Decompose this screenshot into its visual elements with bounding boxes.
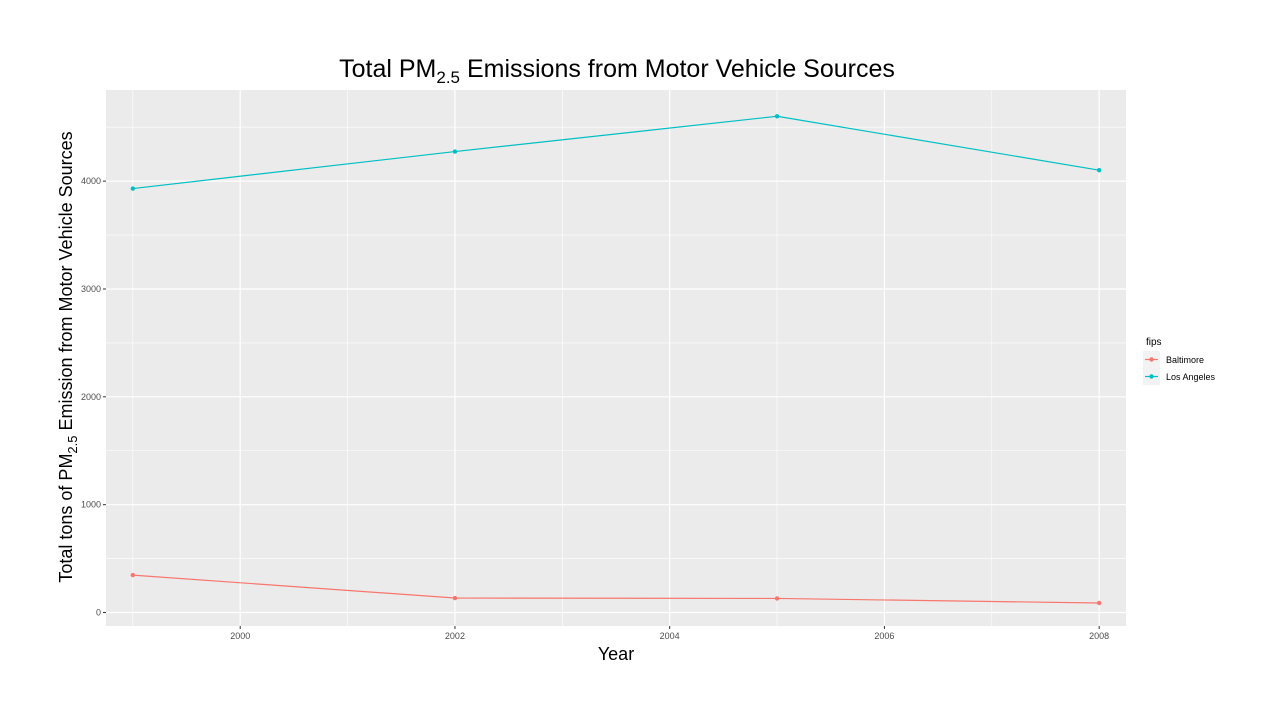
y-tick-label: 4000 xyxy=(81,176,101,186)
y-tick-label: 3000 xyxy=(81,284,101,294)
x-tick-label: 2002 xyxy=(445,631,465,641)
y-tick-label: 2000 xyxy=(81,392,101,402)
x-tick-label: 2000 xyxy=(230,631,250,641)
plot-panel xyxy=(106,90,1126,626)
chart-title: Total PM2.5 Emissions from Motor Vehicle… xyxy=(339,55,895,87)
y-axis-title-rest: Emission from Motor Vehicle Sources xyxy=(56,131,76,435)
x-tick-label: 2004 xyxy=(660,631,680,641)
legend-point-baltimore xyxy=(1149,357,1154,362)
x-tick-label: 2006 xyxy=(874,631,894,641)
title-main: Total PM xyxy=(339,55,436,83)
data-point-los-angeles xyxy=(774,114,780,119)
legend-title: fips xyxy=(1146,337,1162,348)
y-tick-label: 0 xyxy=(96,608,101,618)
y-axis-title-main: Total tons of PM xyxy=(56,454,76,583)
legend: fips Baltimore Los Angeles xyxy=(1143,337,1216,385)
grid-minor xyxy=(106,90,1126,626)
data-point-los-angeles xyxy=(130,186,136,191)
title-rest: Emissions from Motor Vehicle Sources xyxy=(460,55,895,83)
series-line-los-angeles xyxy=(132,115,1100,190)
x-axis: 2000 2002 2004 2006 2008 xyxy=(230,626,1109,641)
grid-major xyxy=(106,90,1126,626)
data-point-baltimore xyxy=(452,595,458,601)
y-axis-title-subscript: 2.5 xyxy=(65,435,80,453)
legend-label-baltimore: Baltimore xyxy=(1166,355,1204,365)
x-tick-label: 2008 xyxy=(1089,631,1109,641)
title-subscript: 2.5 xyxy=(436,68,460,87)
y-axis-title: Total tons of PM2.5 Emission from Motor … xyxy=(56,131,80,582)
data-point-baltimore xyxy=(130,572,136,578)
legend-point-los-angeles xyxy=(1149,374,1154,379)
series-layer xyxy=(130,114,1102,606)
data-point-baltimore xyxy=(774,596,780,601)
data-point-los-angeles xyxy=(1096,168,1102,173)
legend-label-los-angeles: Los Angeles xyxy=(1166,372,1216,382)
x-axis-title: Year xyxy=(598,644,634,664)
y-axis: 0 1000 2000 3000 4000 xyxy=(81,176,106,618)
series-line-baltimore xyxy=(132,574,1100,604)
data-point-los-angeles xyxy=(452,149,458,154)
data-point-baltimore xyxy=(1096,600,1102,606)
y-tick-label: 1000 xyxy=(81,500,101,510)
